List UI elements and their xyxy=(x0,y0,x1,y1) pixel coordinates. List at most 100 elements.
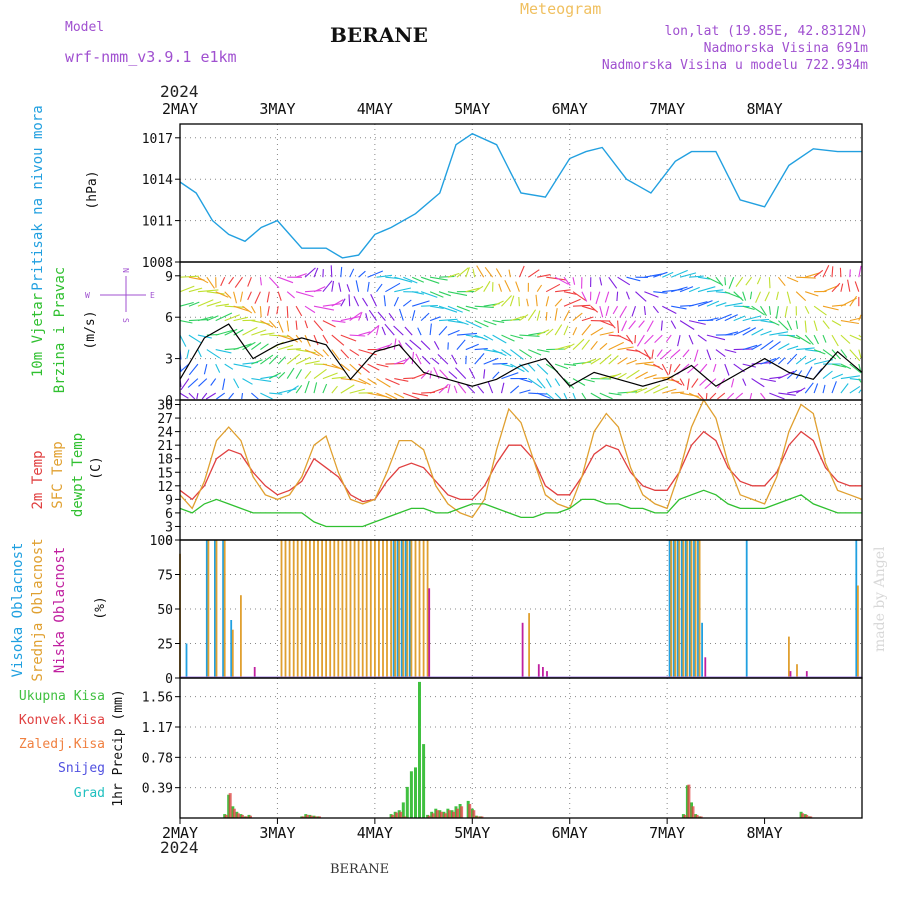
pressure-ytick-label: 1017 xyxy=(142,132,173,147)
conv-precip-bar xyxy=(301,816,305,818)
wind-arrow xyxy=(367,363,380,371)
wind-arrow xyxy=(233,316,249,322)
wind-arrow xyxy=(621,320,627,332)
wind-arrow xyxy=(527,309,537,321)
wind-arrow xyxy=(179,392,189,399)
wind-arrow xyxy=(554,392,562,400)
wind-arrow xyxy=(724,363,730,376)
wind-arrow xyxy=(786,353,798,365)
wind-arrow xyxy=(510,385,520,394)
wind-arrow xyxy=(313,286,326,293)
wind-arrow xyxy=(813,349,826,355)
wind-arrow xyxy=(197,276,209,284)
cloud-ytick-label: 100 xyxy=(150,534,173,549)
wind-arrow xyxy=(572,291,587,302)
wind-arrow xyxy=(438,383,449,394)
mid-cloud-bar xyxy=(321,540,323,678)
x-tick-label-bottom: 3MAY xyxy=(259,824,295,842)
mid-cloud-bar xyxy=(353,540,356,678)
wind-arrow xyxy=(322,383,328,394)
conv-precip-bar xyxy=(695,814,699,818)
wind-arrow xyxy=(849,269,851,278)
wind-arrow xyxy=(242,341,256,351)
wind-arrow xyxy=(394,358,409,365)
wind-arrow xyxy=(278,334,295,341)
wind-arrow xyxy=(751,305,765,316)
conv-precip-bar xyxy=(472,810,476,818)
wind-arrow xyxy=(652,305,659,314)
wind-arrow xyxy=(509,295,515,307)
wind-arrow xyxy=(187,378,199,388)
wind-arrow xyxy=(733,291,744,302)
wind-arrow xyxy=(322,303,341,307)
wind-arrow xyxy=(749,291,753,300)
wind-arrow xyxy=(421,355,431,365)
wind-arrow xyxy=(786,369,798,380)
wind-arrow xyxy=(706,349,712,361)
mid-cloud-bar xyxy=(402,540,405,678)
wind-arrow xyxy=(179,285,195,293)
conv-precip-bar xyxy=(460,806,464,818)
wind-arrow xyxy=(278,276,294,284)
wind-arrow xyxy=(840,383,849,394)
wind-arrow xyxy=(787,276,799,283)
wind-arrow xyxy=(545,296,550,307)
wind-arrow xyxy=(727,392,735,400)
wind-arrow xyxy=(728,276,735,289)
wind-arrow xyxy=(429,323,432,336)
pressure-ytick-label: 1014 xyxy=(142,173,173,188)
wind-arrow xyxy=(590,357,601,365)
wind-arrow xyxy=(197,316,214,322)
wind-arrow xyxy=(403,392,420,400)
wind-arrow xyxy=(404,326,413,336)
wind-arrow xyxy=(346,284,351,292)
wind-arrow xyxy=(179,334,187,347)
wind-arrow xyxy=(526,298,529,307)
wind-arrow xyxy=(197,334,212,339)
wind-arrow xyxy=(487,381,494,394)
conv-precip-bar xyxy=(468,804,472,818)
high-cloud-bar xyxy=(214,540,216,678)
mid-cloud-bar xyxy=(349,540,352,678)
wind-arrow xyxy=(233,378,240,389)
wind-arrow xyxy=(353,296,360,307)
wind-arrow xyxy=(368,309,377,321)
wind-arrow xyxy=(769,392,785,400)
wind-arrow xyxy=(376,378,391,388)
wind-arrow xyxy=(822,384,826,394)
wind-arrow xyxy=(796,276,816,279)
mid-cloud-bar xyxy=(426,540,429,678)
wind-arrow xyxy=(769,341,781,351)
wind-arrow xyxy=(295,384,303,394)
compass-n: N xyxy=(121,268,130,273)
wind-arrow xyxy=(180,378,190,391)
wind-arrow xyxy=(599,277,603,286)
wind-arrow xyxy=(355,280,360,292)
cloud-ytick-label: 0 xyxy=(165,672,173,687)
wind-arrow xyxy=(370,293,377,307)
pressure-ytick-label: 1011 xyxy=(142,215,173,230)
wind-arrow xyxy=(686,378,690,390)
wind-arrow xyxy=(277,371,286,379)
mid-cloud-bar xyxy=(796,664,798,678)
wind-arrow xyxy=(795,291,807,302)
mid-cloud-bar xyxy=(341,540,344,678)
wind-arrow xyxy=(536,310,541,321)
wind-arrow xyxy=(186,349,190,359)
x-tick-label-bottom: 2MAY xyxy=(162,824,198,842)
wind-arrow xyxy=(429,291,444,298)
wind-arrow xyxy=(563,343,575,351)
wind-arrow xyxy=(688,320,706,325)
wind-arrow xyxy=(682,349,690,358)
wind-arrow xyxy=(662,305,677,314)
model-name: wrf-nmm_v3.9.1 e1km xyxy=(65,48,237,66)
wind-arrow xyxy=(239,291,244,302)
wind-arrow xyxy=(536,284,543,293)
wind-arrow xyxy=(756,276,762,285)
wind-arrow xyxy=(831,320,842,327)
wind-arrow xyxy=(563,291,577,295)
x-tick-label-bottom: 5MAY xyxy=(454,824,490,842)
wind-ytick-label: 6 xyxy=(165,311,173,326)
wind-arrow xyxy=(760,305,767,316)
wind-arrow xyxy=(795,387,806,394)
